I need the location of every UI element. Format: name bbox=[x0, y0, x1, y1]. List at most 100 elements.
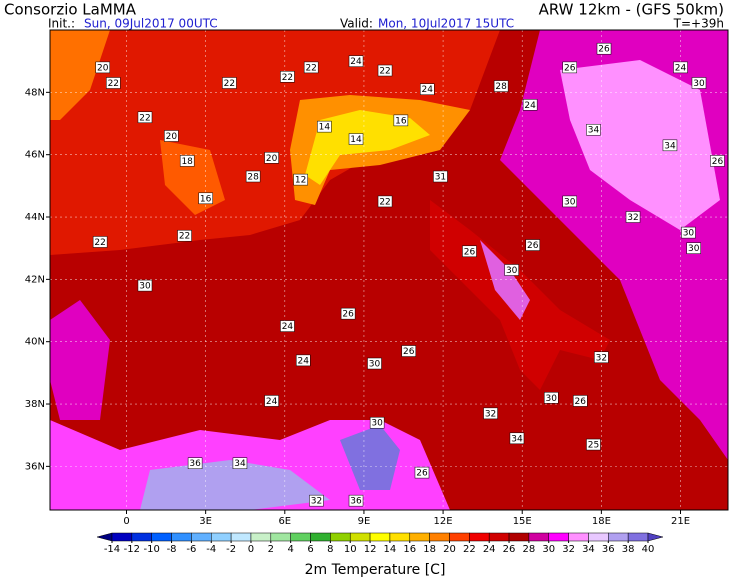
temp-label: 30 bbox=[371, 419, 383, 429]
colorbar-tick-label: 2 bbox=[268, 544, 274, 555]
land-north bbox=[50, 30, 500, 255]
temp-label: 24 bbox=[422, 85, 434, 95]
temp-label-box bbox=[377, 64, 393, 77]
temp-label-box bbox=[393, 114, 409, 127]
temp-label: 26 bbox=[598, 45, 610, 55]
colorbar-tick-label: 40 bbox=[642, 544, 655, 555]
colorbar-tick-label: 36 bbox=[602, 544, 615, 555]
colorbar-tick-label: 8 bbox=[327, 544, 333, 555]
temp-label-box bbox=[264, 395, 279, 407]
colorbar-box bbox=[389, 532, 411, 542]
temp-label: 34 bbox=[511, 434, 523, 444]
temp-label: 12 bbox=[295, 176, 306, 186]
y-tick-label: 42N bbox=[25, 274, 45, 285]
temp-label-box bbox=[187, 457, 203, 469]
temp-label: 32 bbox=[485, 409, 496, 419]
temp-label: 24 bbox=[298, 356, 310, 366]
temp-label: 34 bbox=[234, 459, 246, 469]
temp-label: 26 bbox=[527, 241, 539, 251]
temp-label: 26 bbox=[464, 247, 476, 257]
temp-label-box bbox=[414, 466, 430, 479]
temp-label-box bbox=[586, 123, 601, 136]
temp-label-box bbox=[348, 133, 364, 145]
temp-label-box bbox=[280, 71, 295, 83]
temp-label-box bbox=[222, 77, 237, 89]
temp-label: 28 bbox=[247, 172, 259, 182]
temp-label: 36 bbox=[189, 459, 201, 469]
temp-label: 22 bbox=[94, 238, 105, 248]
temp-label: 32 bbox=[627, 213, 638, 223]
colorbar-tick-label: 0 bbox=[248, 544, 254, 555]
colorbar-box bbox=[290, 532, 311, 542]
temp-label: 26 bbox=[342, 310, 354, 320]
temp-label-box bbox=[509, 432, 525, 445]
temp-label-box bbox=[420, 83, 435, 95]
colorbar-tick-label: -6 bbox=[186, 544, 196, 555]
temp-label: 22 bbox=[379, 67, 390, 77]
colorbar-box bbox=[151, 532, 172, 542]
apennines bbox=[480, 240, 530, 320]
temp-label-box bbox=[504, 264, 519, 276]
temp-label: 22 bbox=[139, 113, 150, 123]
colorbar-box bbox=[608, 532, 629, 542]
colorbar-tick-label: 24 bbox=[483, 544, 496, 555]
temp-label: 16 bbox=[395, 116, 407, 126]
temp-label: 30 bbox=[683, 229, 695, 239]
temp-label: 22 bbox=[305, 63, 316, 73]
temp-label-box bbox=[377, 195, 393, 208]
colorbar-box bbox=[588, 532, 609, 542]
africa-hot bbox=[140, 460, 330, 510]
y-tick-label: 44N bbox=[25, 212, 45, 223]
temp-label-box bbox=[562, 61, 577, 74]
temp-label: 25 bbox=[588, 441, 599, 451]
temp-label: 22 bbox=[282, 73, 293, 83]
colorbar-box bbox=[230, 532, 252, 542]
colorbar-title: 2m Temperature [C] bbox=[305, 562, 446, 578]
x-tick-label: 6E bbox=[278, 516, 291, 527]
x-tick-label: 0 bbox=[123, 516, 129, 527]
colorbar-tick-label: 26 bbox=[503, 544, 516, 555]
colorbar-box bbox=[191, 532, 212, 542]
temp-label-box bbox=[348, 55, 364, 67]
temp-label-box bbox=[92, 236, 108, 248]
colorbar-tick-label: 28 bbox=[523, 544, 536, 555]
temp-label: 22 bbox=[224, 79, 235, 89]
temp-label-box bbox=[367, 357, 382, 370]
temp-label-box bbox=[493, 80, 509, 92]
temp-label: 26 bbox=[712, 157, 724, 167]
map-field bbox=[50, 30, 728, 510]
temp-label: 26 bbox=[564, 63, 576, 73]
temp-label-box bbox=[137, 279, 153, 292]
colorbar-tick-label: 38 bbox=[622, 544, 635, 555]
temp-label: 22 bbox=[108, 79, 119, 89]
temp-label-box bbox=[586, 438, 601, 451]
colorbar-box bbox=[449, 532, 470, 542]
temp-label-box bbox=[264, 152, 279, 164]
colorbar-tick-label: -14 bbox=[104, 544, 120, 555]
colorbar-box bbox=[111, 532, 133, 542]
valid-date: Mon, 10Jul2017 15UTC bbox=[378, 17, 514, 31]
colorbar-box bbox=[488, 532, 510, 542]
temp-label-box bbox=[177, 229, 192, 242]
temp-label: 16 bbox=[200, 194, 212, 204]
temp-label-box bbox=[164, 130, 179, 142]
lead-time: T=+39h bbox=[673, 17, 724, 31]
temp-label-box bbox=[462, 245, 477, 258]
colorbar-tick-label: -2 bbox=[226, 544, 236, 555]
colorbar-tick-label: 16 bbox=[403, 544, 416, 555]
temp-label: 34 bbox=[664, 141, 676, 151]
temp-label-box bbox=[137, 111, 153, 124]
temp-label-box bbox=[483, 407, 498, 420]
temp-label-box bbox=[401, 345, 417, 357]
temp-label-box bbox=[232, 457, 248, 469]
colorbar-tick-label: -12 bbox=[124, 544, 140, 555]
organization: Consorzio LaMMA bbox=[4, 1, 137, 19]
temp-label-box bbox=[710, 155, 725, 167]
temp-label-box bbox=[317, 120, 332, 133]
temp-label: 32 bbox=[596, 353, 607, 363]
temp-label: 22 bbox=[179, 232, 190, 242]
temp-label-box bbox=[296, 354, 311, 367]
colorbar-box bbox=[270, 532, 291, 542]
valid-label: Valid: bbox=[340, 17, 373, 31]
